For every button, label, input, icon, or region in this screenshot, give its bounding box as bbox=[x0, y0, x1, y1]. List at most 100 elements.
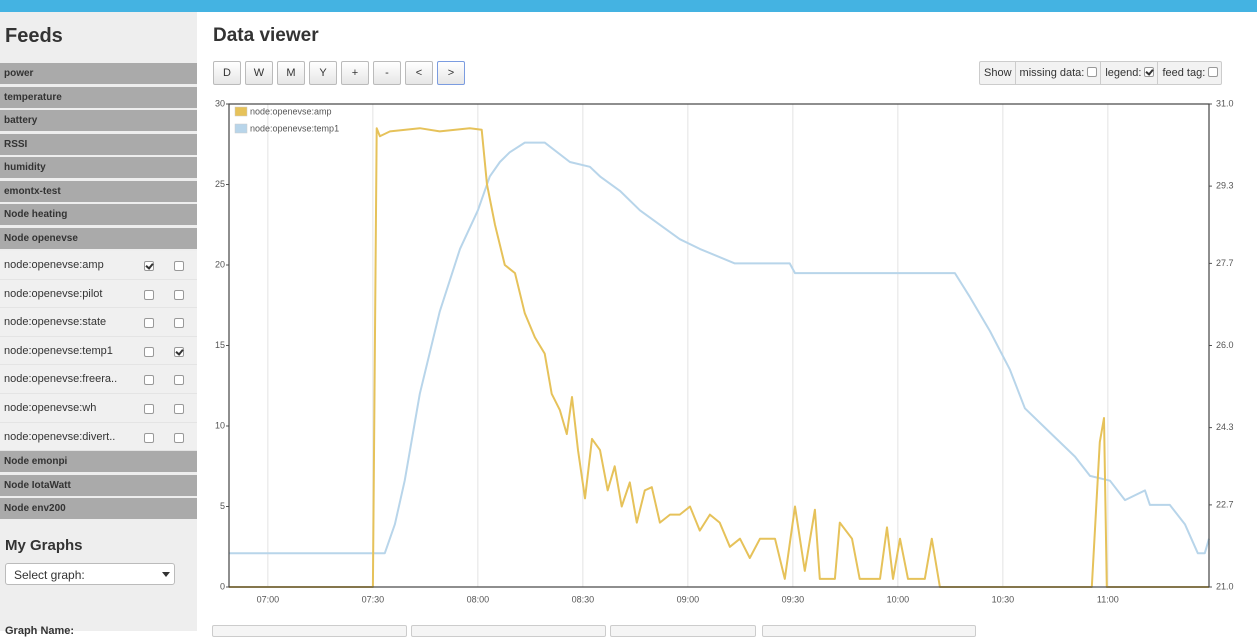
feed-name: node:openevse:amp bbox=[4, 259, 104, 271]
range-button[interactable]: > bbox=[437, 61, 465, 85]
option-checkbox[interactable] bbox=[1087, 67, 1098, 77]
feed-name: node:openevse:freera.. bbox=[4, 373, 118, 386]
x-tick-label: 09:00 bbox=[677, 594, 700, 604]
y2-tick-label: 29.3 bbox=[1216, 180, 1234, 190]
x-tick-label: 10:30 bbox=[992, 594, 1015, 604]
y2-tick-label: 24.3 bbox=[1216, 422, 1234, 432]
sidebar: Feeds power temperature battery RSSI humidit… bbox=[0, 12, 197, 631]
left-axis-checkbox[interactable] bbox=[144, 289, 154, 300]
y2-tick-label: 26.0 bbox=[1216, 340, 1234, 350]
feed-row: node:openevse:state bbox=[0, 308, 197, 337]
left-axis-checkbox[interactable] bbox=[144, 318, 154, 329]
feed-row: node:openevse:pilot bbox=[0, 279, 197, 309]
range-button[interactable]: M bbox=[277, 61, 305, 85]
series-line bbox=[229, 141, 1210, 555]
range-buttons: D W M Y + - < > bbox=[213, 61, 465, 85]
feed-group[interactable]: Node emonpi bbox=[0, 451, 197, 473]
x-tick-label: 08:30 bbox=[572, 594, 595, 604]
legend-swatch bbox=[234, 123, 248, 134]
y-tick-label: 20 bbox=[215, 259, 225, 269]
feed-name: node:openevse:state bbox=[4, 316, 107, 329]
show-option: feed tag: bbox=[1157, 62, 1221, 84]
feed-name: node:openevse:divert.. bbox=[4, 430, 116, 443]
x-tick-label: 07:00 bbox=[257, 594, 280, 604]
y-tick-label: 0 bbox=[220, 581, 225, 591]
left-axis-checkbox[interactable] bbox=[144, 346, 154, 357]
range-button[interactable]: - bbox=[373, 61, 401, 85]
legend-label: node:openevse:amp bbox=[250, 106, 332, 116]
feed-row: node:openevse:temp1 bbox=[0, 336, 197, 366]
feed-group[interactable]: Node openevse bbox=[0, 227, 197, 249]
legend-swatch bbox=[234, 106, 248, 117]
right-axis-checkbox[interactable] bbox=[174, 346, 184, 357]
range-button[interactable]: + bbox=[341, 61, 369, 85]
feed-name: node:openevse:wh bbox=[4, 401, 97, 414]
feed-row: node:openevse:wh bbox=[0, 393, 197, 423]
x-tick-label: 09:30 bbox=[782, 594, 805, 604]
y-tick-label: 10 bbox=[215, 420, 225, 430]
feeds-title: Feeds bbox=[5, 25, 63, 47]
feed-group[interactable]: battery bbox=[0, 110, 197, 131]
top-bar bbox=[0, 0, 1257, 12]
feed-row: node:openevse:divert.. bbox=[0, 422, 197, 452]
feed-name: node:openevse:temp1 bbox=[4, 344, 113, 357]
input[interactable] bbox=[762, 625, 976, 637]
graphs-title: My Graphs bbox=[5, 537, 83, 554]
show-label: Show bbox=[984, 67, 1012, 79]
option-checkbox[interactable] bbox=[1144, 67, 1155, 77]
y-tick-label: 30 bbox=[215, 98, 225, 108]
feed-group[interactable]: RSSI bbox=[0, 133, 197, 155]
feed-name: node:openevse:pilot bbox=[4, 287, 103, 300]
range-button[interactable]: < bbox=[405, 61, 433, 85]
show-options: Show missing data: legend: feed tag: bbox=[979, 61, 1223, 85]
feed-group[interactable]: temperature bbox=[0, 86, 197, 108]
x-tick-label: 08:00 bbox=[467, 594, 490, 604]
feed-group[interactable]: Node IotaWatt bbox=[0, 474, 197, 496]
page-title: Data viewer bbox=[213, 25, 319, 46]
y-tick-label: 25 bbox=[215, 179, 225, 189]
show-option: missing data: bbox=[1014, 62, 1101, 84]
x-tick-label: 10:00 bbox=[887, 594, 910, 604]
x-tick-label: 11:00 bbox=[1097, 594, 1119, 604]
feed-group[interactable]: power bbox=[0, 63, 197, 84]
series-line bbox=[229, 127, 1209, 588]
feed-row: node:openevse:freera.. bbox=[0, 365, 197, 394]
left-axis-checkbox[interactable] bbox=[144, 375, 154, 386]
right-axis-checkbox[interactable] bbox=[174, 318, 184, 329]
range-button[interactable]: Y bbox=[309, 61, 337, 85]
y-tick-label: 5 bbox=[220, 501, 225, 511]
right-axis-checkbox[interactable] bbox=[174, 261, 184, 271]
show-option: legend: bbox=[1100, 62, 1157, 84]
y2-tick-label: 21.0 bbox=[1216, 581, 1234, 591]
range-button[interactable]: W bbox=[245, 61, 273, 85]
range-button[interactable]: D bbox=[213, 61, 241, 85]
feed-group[interactable]: Node env200 bbox=[0, 498, 197, 520]
right-axis-checkbox[interactable] bbox=[174, 289, 184, 300]
legend-label: node:openevse:temp1 bbox=[250, 123, 339, 133]
left-axis-checkbox[interactable] bbox=[144, 261, 154, 271]
feed-group[interactable]: humidity bbox=[0, 157, 197, 178]
graph-name-label: Graph Name: bbox=[5, 625, 75, 637]
feed-list: power temperature battery RSSI humidity emont… bbox=[0, 63, 197, 520]
right-axis-checkbox[interactable] bbox=[174, 375, 184, 386]
right-axis-checkbox[interactable] bbox=[174, 403, 184, 414]
right-axis-checkbox[interactable] bbox=[174, 432, 184, 443]
input[interactable] bbox=[212, 625, 407, 637]
input[interactable] bbox=[411, 625, 606, 637]
y2-tick-label: 31.0 bbox=[1216, 98, 1234, 108]
feed-group[interactable]: emontx-test bbox=[0, 180, 197, 202]
input[interactable] bbox=[610, 625, 756, 637]
feed-row: node:openevse:amp bbox=[0, 251, 197, 280]
plot-frame bbox=[228, 103, 1210, 588]
y-tick-label: 15 bbox=[215, 340, 225, 350]
feed-group[interactable]: Node heating bbox=[0, 204, 197, 225]
left-axis-checkbox[interactable] bbox=[144, 403, 154, 414]
y2-tick-label: 22.7 bbox=[1216, 499, 1234, 509]
x-tick-label: 07:30 bbox=[362, 594, 385, 604]
option-checkbox[interactable] bbox=[1208, 67, 1219, 77]
y2-tick-label: 27.7 bbox=[1216, 258, 1234, 268]
graph-select[interactable]: Select graph: bbox=[5, 563, 175, 585]
chart: 07:00 07:30 08:00 08:30 09:00 09:30 10:00 10:30… bbox=[215, 98, 1234, 604]
left-axis-checkbox[interactable] bbox=[144, 432, 154, 443]
